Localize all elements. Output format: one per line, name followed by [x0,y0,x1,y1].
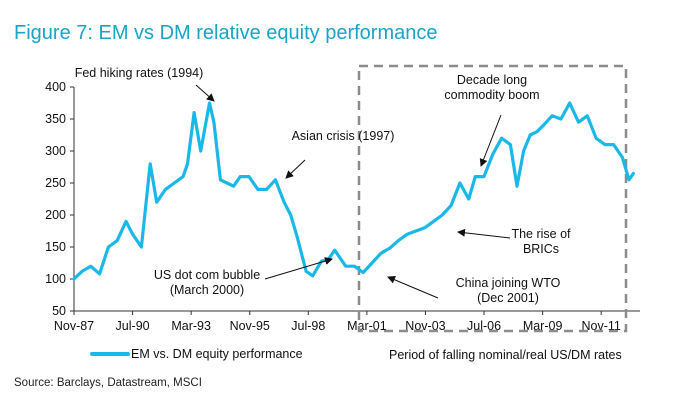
annotation-text: The rise of [511,227,571,241]
annotation-text: BRICs [523,242,559,256]
y-tick-label: 100 [45,272,66,286]
x-tick-label: Nov-87 [54,319,94,333]
x-tick-label: Nov-03 [405,319,445,333]
y-tick-label: 200 [45,208,66,222]
x-tick-label: Nov-95 [230,319,270,333]
x-tick-label: Jul-90 [116,319,150,333]
annotation-text: Fed hiking rates (1994) [75,66,204,80]
annotation-arrow [387,276,439,299]
annotation-arrow [285,159,306,179]
y-tick-label: 50 [52,304,66,318]
y-tick-label: 150 [45,240,66,254]
period-box [357,64,628,333]
x-tick-label: Mar-01 [347,319,387,333]
annotation-text: Decade long [457,73,527,87]
y-tick-label: 250 [45,176,66,190]
figure-title: Figure 7: EM vs DM relative equity perfo… [14,22,438,44]
period-box-outline [357,64,628,333]
series-line-0 [72,101,636,281]
x-tick-label: Jul-98 [291,319,325,333]
x-tick-label: Mar-09 [523,319,563,333]
y-tick-label: 350 [45,112,66,126]
y-tick-label: 400 [45,80,66,94]
annotation-arrow [457,228,511,239]
annotation-arrow [264,257,333,280]
y-tick-label: 300 [45,144,66,158]
legend: EM vs. DM equity performance [90,347,303,361]
legend-label: EM vs. DM equity performance [131,347,303,361]
annotation-text: Asian crisis (1997) [292,129,395,143]
annotation-text: US dot com bubble [154,268,260,282]
annotation-text: (Dec 2001) [477,291,539,305]
series-group [72,101,636,281]
annotation-text: (March 2000) [170,283,244,297]
annotation-arrow [479,114,502,167]
annotation-text: Period of falling nominal/real US/DM rat… [389,348,622,362]
annotation-arrow [195,84,215,102]
axes: 50 100 150 200 250 300 350 400 Nov-87 Jul-90 Mar-9… [45,80,640,333]
source-note: Source: Barclays, Datastream, MSCI [14,377,202,389]
x-tick-label: Mar-93 [171,319,211,333]
annotations: Fed hiking rates (1994) Asian crisis (199… [75,66,622,362]
x-tick-label: Jul-06 [467,319,501,333]
x-tick-label: Nov-11 [581,319,620,333]
annotation-text: China joining WTO [456,276,561,290]
annotation-text: commodity boom [444,88,539,102]
